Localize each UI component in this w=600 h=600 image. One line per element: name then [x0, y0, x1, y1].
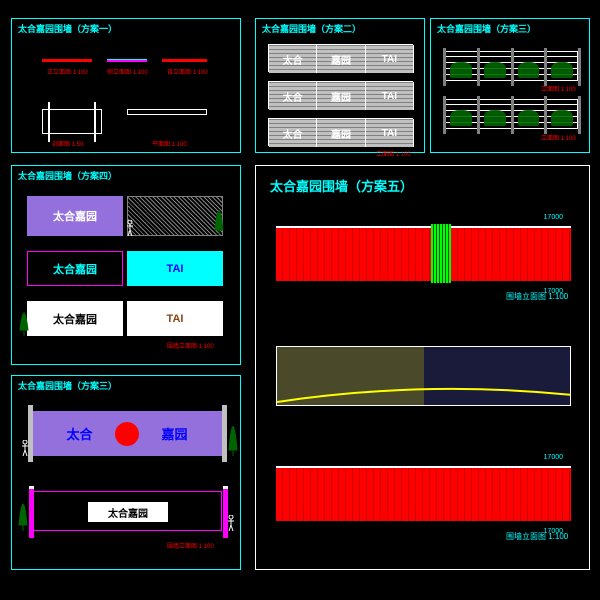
elev-line-3 [162, 59, 207, 62]
panel-scheme-2: 太合嘉园围墙（方案二） 太合嘉园TAI太合嘉园TAI太合嘉园TAI 立面图 1:… [255, 18, 425, 153]
panel-6-title: 太合嘉园围墙（方案五） [270, 176, 413, 195]
panel-scheme-5: 太合嘉园围墙（方案三） 太合嘉园太合嘉园 围墙立面图 1:100 [11, 375, 241, 570]
p2-caption: 立面图 1:100 [376, 149, 411, 158]
panel-3-title: 太合嘉园围墙（方案三） [437, 22, 536, 35]
panel-scheme-6-large: 太合嘉园围墙（方案五） 17000170001700017000围墙立面图 1:… [255, 165, 590, 570]
cad-canvas: 太合嘉园围墙（方案一） 正立面图 1:100 侧立面图 1:100 背立面图 1… [0, 0, 600, 600]
elev-line-1 [42, 59, 92, 62]
p4-caption: 围墙立面图 1:100 [167, 341, 214, 350]
caption-3: 背立面图 1:100 [167, 67, 208, 76]
section-view [42, 109, 102, 134]
panel-1-title: 太合嘉园围墙（方案一） [18, 22, 117, 35]
plan-view [127, 109, 207, 115]
panel-scheme-1: 太合嘉园围墙（方案一） 正立面图 1:100 侧立面图 1:100 背立面图 1… [11, 18, 241, 153]
panel-4-title: 太合嘉园围墙（方案四） [18, 169, 117, 182]
panel-scheme-4: 太合嘉园围墙（方案四） 太合嘉园太合嘉园TAI太合嘉园TAI 围墙立面图 1:1… [11, 165, 241, 365]
p3-caption-2: 立面图 1:100 [541, 133, 576, 142]
p5-caption: 围墙立面图 1:100 [167, 541, 214, 550]
p3-caption-1: 立面图 1:100 [541, 84, 576, 93]
caption-1: 正立面图 1:100 [47, 67, 88, 76]
panel-2-title: 太合嘉园围墙（方案二） [262, 22, 361, 35]
caption-5: 平面图 1:100 [152, 139, 187, 148]
caption-4: 剖面图 1:50 [52, 139, 83, 148]
panel-scheme-3: 太合嘉园围墙（方案三） 立面图 1:100 立面图 1:100 [430, 18, 590, 153]
panel-5-title: 太合嘉园围墙（方案三） [18, 379, 117, 392]
elev-line-2 [107, 59, 147, 62]
caption-2: 侧立面图 1:100 [107, 67, 148, 76]
